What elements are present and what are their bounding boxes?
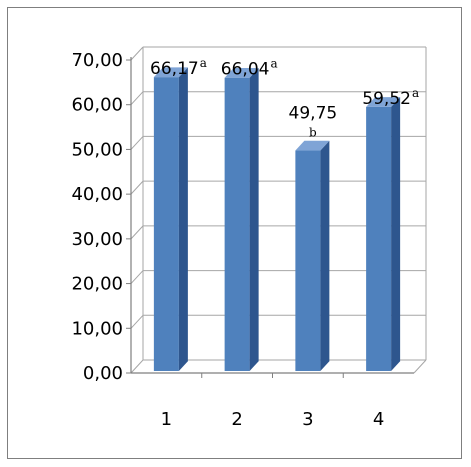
- y-axis-ticks: 0,00 10,00 20,00 30,00 40,00 50,00 60,00 70,00: [71, 50, 123, 384]
- y-tick-label: 60,00: [71, 95, 123, 116]
- bar-front: [153, 77, 179, 371]
- x-tick-label: 4: [373, 409, 384, 430]
- bar-top: [295, 140, 330, 151]
- bar-front: [295, 150, 321, 371]
- bar-2: [224, 67, 259, 372]
- gridline-depth: [130, 314, 144, 329]
- floor-edge: [413, 359, 427, 374]
- data-label: 59,52: [362, 89, 411, 109]
- bar-front: [366, 106, 392, 372]
- data-label: 49,75: [289, 104, 338, 124]
- y-tick-label: 70,00: [71, 50, 123, 71]
- bar-top: [366, 97, 401, 107]
- data-label: 66,04: [221, 60, 270, 80]
- bar-side: [249, 67, 259, 372]
- gridline-depth: [130, 225, 144, 240]
- bar-side: [178, 67, 188, 371]
- bar-1: [153, 67, 188, 371]
- y-tick-label: 30,00: [71, 229, 123, 250]
- bar-4: [366, 97, 401, 372]
- bar-front: [224, 77, 250, 372]
- bar-3: [295, 140, 330, 371]
- significance-letter: a: [200, 56, 207, 70]
- bar-top: [224, 67, 259, 78]
- y-tick-label: 10,00: [71, 318, 123, 339]
- x-tick-label: 2: [231, 409, 242, 430]
- bar-series: [153, 67, 401, 372]
- y-tick-label: 0,00: [83, 363, 123, 384]
- x-tick-label: 1: [161, 409, 172, 430]
- gridline-depth: [130, 91, 144, 106]
- gridline-depth: [130, 180, 144, 195]
- chart-axes: [126, 57, 414, 378]
- x-axis-ticks: 1 2 3 4: [161, 409, 385, 430]
- gridline-depth: [130, 46, 144, 61]
- bar-side: [391, 97, 401, 372]
- y-tick-label: 40,00: [71, 184, 123, 205]
- significance-letter: a: [270, 57, 277, 71]
- bar-side: [320, 140, 330, 371]
- x-tick-label: 3: [302, 409, 313, 430]
- data-label: 66,17: [150, 59, 199, 79]
- gridline-depth: [130, 359, 144, 374]
- y-tick-label: 20,00: [71, 274, 123, 295]
- significance-letter: a: [412, 86, 419, 100]
- gridline-depth: [130, 136, 144, 150]
- bar-top: [153, 67, 188, 78]
- gridline-depth: [130, 270, 144, 284]
- significance-letter: b: [309, 126, 317, 140]
- y-tick-label: 50,00: [71, 139, 123, 160]
